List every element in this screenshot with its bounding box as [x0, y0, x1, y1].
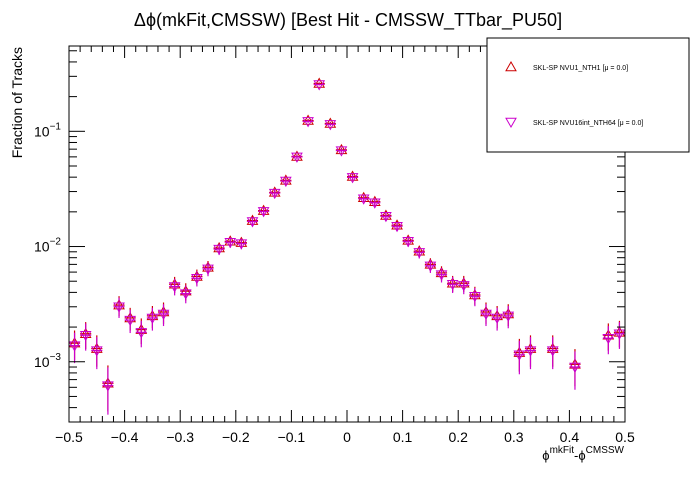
x-tick-label: 0.1: [393, 429, 413, 445]
data-point: [502, 311, 515, 322]
data-point: [413, 248, 426, 259]
data-point: [391, 221, 403, 233]
data-point: [335, 143, 348, 155]
data-point: [102, 381, 114, 392]
x-tick-label: 0.5: [615, 429, 635, 445]
data-point: [202, 264, 214, 275]
x-tick-label: 0.3: [504, 429, 524, 445]
data-point: [457, 281, 470, 292]
data-point: [324, 117, 337, 128]
data-point: [291, 150, 303, 161]
data-point: [157, 309, 170, 320]
x-tick-label: 0.4: [560, 429, 580, 445]
data-point: [491, 313, 503, 324]
data-point: [90, 346, 103, 357]
data-point: [435, 270, 448, 281]
data-point: [602, 333, 615, 345]
data-point: [569, 362, 581, 374]
x-tick-label: −0.2: [222, 429, 250, 445]
y-tick-label: 10−2: [34, 237, 61, 255]
data-point: [146, 313, 159, 324]
data-point: [380, 212, 392, 223]
legend-marker: [505, 117, 517, 129]
data-point: [179, 289, 192, 300]
data-point: [546, 346, 559, 357]
data-point: [524, 346, 537, 357]
data-point: [302, 114, 314, 125]
data-point: [246, 217, 259, 228]
data-point: [346, 173, 359, 184]
data-point: [79, 330, 92, 342]
x-tick-label: −0.4: [111, 429, 139, 445]
x-tick-label: −0.3: [166, 429, 194, 445]
legend-label: SKL-SP NVU1_NTH1 [μ = 0.0]: [533, 65, 628, 72]
data-point: [279, 174, 292, 185]
data-point: [135, 328, 148, 339]
series-1: [68, 80, 626, 415]
legend-marker: [505, 60, 517, 72]
data-point: [313, 77, 326, 88]
y-tick-label: 10−3: [34, 352, 61, 370]
data-point: [357, 194, 370, 205]
data-point: [480, 309, 492, 320]
data-point: [213, 244, 225, 256]
x-tick-label: −0.5: [55, 429, 83, 445]
x-tick-label: 0.2: [448, 429, 468, 445]
legend-box: [486, 37, 690, 153]
x-tick-label: 0: [343, 429, 351, 445]
legend-label: SKL-SP NVU16int_NTH64 [μ = 0.0]: [533, 120, 643, 127]
x-tick-label: −0.1: [278, 429, 306, 445]
x-axis-label: ϕmkFit-ϕCMSSW: [542, 445, 624, 463]
chart-title: Δϕ(mkFit,CMSSW) [Best Hit - CMSSW_TTbar_…: [134, 10, 562, 31]
data-point: [424, 261, 437, 272]
data-point: [113, 302, 125, 313]
data-point: [291, 152, 303, 163]
data-point: [257, 207, 270, 218]
data-point: [313, 80, 326, 91]
data-point: [191, 274, 203, 285]
y-tick-label: 10−1: [34, 121, 61, 139]
y-axis-label: Fraction of Tracks: [9, 47, 25, 158]
data-point: [346, 170, 359, 181]
data-layer: [68, 77, 626, 415]
data-point: [302, 117, 314, 128]
axes-layer: −0.5 −0.4 −0.3 −0.2 −0.1 0 0.1 0.2 0.3 0.4 0.5 10−3…: [34, 46, 635, 445]
data-point: [268, 188, 281, 200]
data-point: [279, 176, 292, 188]
data-point: [168, 282, 181, 293]
data-point: [513, 350, 526, 361]
data-point: [324, 120, 337, 131]
legend: SKL-SP NVU1_NTH1 [μ = 0.0] SKL-SP NVU16in…: [486, 37, 690, 153]
data-point: [124, 315, 137, 327]
data-point: [446, 280, 459, 291]
data-point: [224, 237, 237, 249]
data-point: [335, 146, 348, 157]
data-point: [469, 292, 481, 303]
data-point: [402, 237, 415, 248]
data-point: [68, 341, 81, 352]
data-point: [613, 329, 626, 340]
data-point: [235, 239, 248, 250]
data-point: [368, 198, 381, 209]
